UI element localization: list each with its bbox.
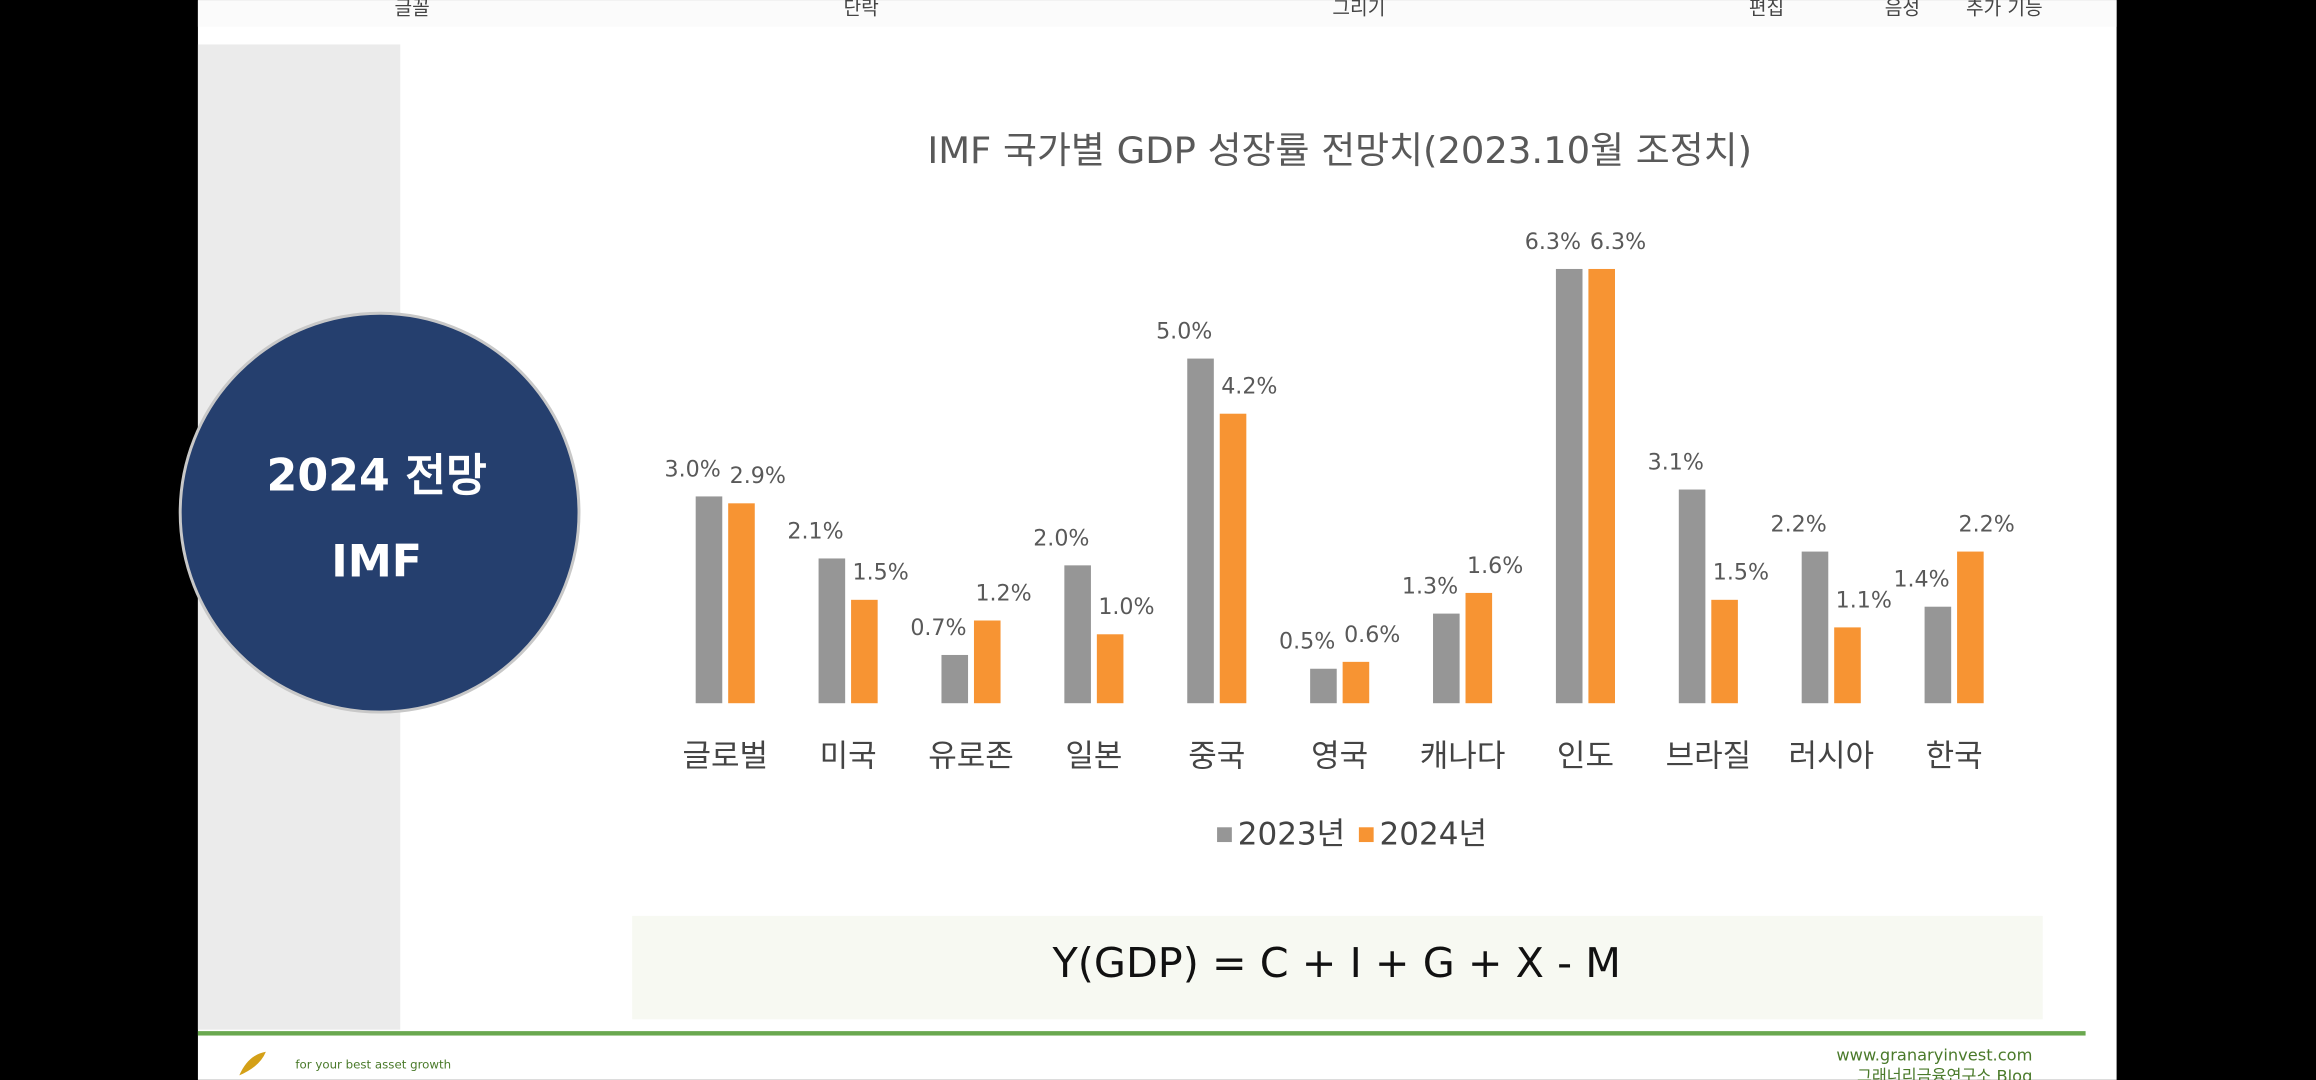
footer-rule bbox=[197, 1031, 2086, 1036]
x-tick-label: 러시아 bbox=[1788, 738, 1874, 774]
legend-swatch bbox=[1217, 827, 1232, 843]
bar bbox=[818, 558, 846, 704]
ribbon-group[interactable]: 글꼴 bbox=[394, 0, 429, 20]
bar bbox=[1433, 613, 1460, 704]
x-tick-label: 인도 bbox=[1557, 738, 1614, 774]
bar bbox=[1219, 413, 1247, 704]
bar bbox=[1957, 551, 1984, 704]
data-label: 1.5% bbox=[853, 560, 909, 586]
data-label: 3.1% bbox=[1648, 449, 1704, 475]
data-label: 6.3% bbox=[1590, 229, 1646, 255]
data-label: 2.9% bbox=[730, 463, 786, 489]
x-tick-label: 유로존 bbox=[928, 738, 1014, 774]
bar bbox=[1465, 592, 1493, 704]
data-label: 2.2% bbox=[1959, 511, 2015, 537]
bar bbox=[1096, 634, 1124, 704]
data-label: 1.4% bbox=[1893, 567, 1949, 593]
data-label: 1.2% bbox=[975, 580, 1031, 606]
ribbon-group[interactable]: 그리기 bbox=[1332, 0, 1385, 20]
data-label: 1.0% bbox=[1098, 594, 1154, 620]
x-tick-label: 브라질 bbox=[1666, 738, 1752, 774]
data-label: 1.6% bbox=[1467, 553, 1523, 579]
data-label: 1.1% bbox=[1836, 587, 1892, 613]
ribbon-group[interactable]: 단락 bbox=[843, 0, 878, 20]
data-label: 0.7% bbox=[910, 615, 966, 641]
x-tick-label: 캐나다 bbox=[1420, 738, 1506, 774]
blog: 그래너리금융연구소 Blog bbox=[1857, 1066, 2032, 1080]
bar bbox=[941, 654, 969, 704]
ribbon bbox=[197, 0, 2117, 27]
x-tick-label: 중국 bbox=[1188, 738, 1245, 774]
data-label: 4.2% bbox=[1221, 374, 1277, 400]
url: www.granaryinvest.com bbox=[1836, 1046, 2032, 1065]
data-label: 1.5% bbox=[1713, 560, 1769, 586]
chart-title: IMF 국가별 GDP 성장률 전망치(2023.10월 조정치) bbox=[927, 129, 1752, 172]
bar bbox=[1064, 565, 1091, 704]
data-label: 0.6% bbox=[1344, 622, 1400, 648]
x-tick-label: 한국 bbox=[1926, 738, 1983, 774]
bar bbox=[1711, 599, 1738, 704]
bar bbox=[1834, 627, 1861, 704]
formula-box bbox=[632, 915, 2043, 1020]
legend-label: 2024년 bbox=[1380, 817, 1487, 853]
slogan: for your best asset growth bbox=[295, 1058, 451, 1072]
bar bbox=[851, 599, 878, 704]
bar bbox=[973, 620, 1001, 704]
legend-label: 2023년 bbox=[1238, 817, 1345, 853]
logo bbox=[239, 1051, 266, 1076]
bar bbox=[1801, 551, 1829, 704]
bar bbox=[1342, 661, 1370, 704]
ribbon-group[interactable]: 편집 bbox=[1749, 0, 1784, 20]
x-tick-label: 글로벌 bbox=[682, 738, 768, 774]
badge bbox=[178, 311, 581, 714]
bar bbox=[728, 503, 755, 704]
data-label: 5.0% bbox=[1156, 318, 1212, 344]
bar bbox=[1555, 268, 1583, 704]
badge-text: IMF bbox=[331, 536, 422, 587]
x-tick-label: 미국 bbox=[820, 738, 877, 774]
x-tick-label: 일본 bbox=[1065, 738, 1122, 774]
bar bbox=[1310, 668, 1337, 704]
ribbon-group[interactable]: 추가 기능 bbox=[1966, 0, 2043, 20]
badge-text: 2024 전망 bbox=[267, 451, 487, 502]
formula: Y(GDP) = C + I + G + X - M bbox=[1052, 939, 1621, 987]
data-label: 2.0% bbox=[1033, 525, 1089, 551]
bar bbox=[1588, 268, 1615, 704]
x-tick-label: 영국 bbox=[1311, 738, 1368, 774]
data-label: 6.3% bbox=[1525, 229, 1581, 255]
legend-swatch bbox=[1358, 827, 1374, 843]
data-label: 1.3% bbox=[1402, 574, 1458, 600]
data-label: 0.5% bbox=[1279, 629, 1335, 655]
bar bbox=[1924, 606, 1952, 704]
data-label: 2.1% bbox=[787, 518, 843, 544]
bar bbox=[1187, 358, 1214, 704]
bar bbox=[1678, 489, 1706, 704]
ribbon-group[interactable]: 음성 bbox=[1885, 0, 1920, 20]
data-label: 2.2% bbox=[1771, 511, 1827, 537]
bar bbox=[695, 496, 723, 704]
data-label: 3.0% bbox=[665, 456, 721, 482]
